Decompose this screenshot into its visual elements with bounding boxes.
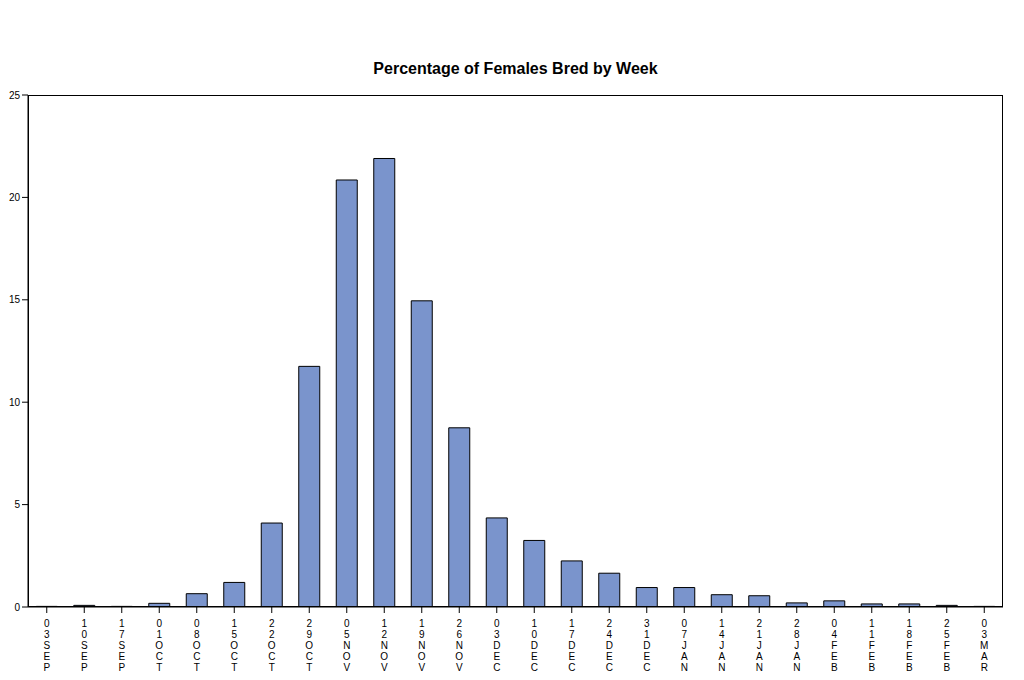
svg-text:15: 15 [9, 294, 21, 305]
svg-text:28JAN: 28JAN [793, 618, 800, 672]
svg-text:26NOV: 26NOV [455, 618, 463, 672]
svg-text:05NOV: 05NOV [343, 618, 351, 672]
svg-text:10: 10 [9, 397, 21, 408]
svg-text:22OCT: 22OCT [268, 618, 276, 672]
svg-text:15OCT: 15OCT [230, 618, 238, 672]
svg-text:07JAN: 07JAN [681, 618, 688, 672]
svg-text:31DEC: 31DEC [643, 618, 650, 672]
svg-text:11FEB: 11FEB [868, 618, 875, 672]
svg-text:04FEB: 04FEB [831, 618, 838, 672]
svg-text:03MAR: 03MAR [980, 618, 988, 672]
svg-text:14JAN: 14JAN [718, 618, 725, 672]
svg-text:24DEC: 24DEC [606, 618, 613, 672]
svg-text:12NOV: 12NOV [380, 618, 388, 672]
svg-text:18FEB: 18FEB [906, 618, 913, 672]
svg-text:17SEP: 17SEP [118, 618, 125, 672]
svg-text:5: 5 [14, 499, 20, 510]
svg-text:01OCT: 01OCT [155, 618, 163, 672]
svg-text:25FEB: 25FEB [943, 618, 950, 672]
svg-text:29OCT: 29OCT [305, 618, 313, 672]
svg-text:03DEC: 03DEC [493, 618, 500, 672]
svg-text:10SEP: 10SEP [81, 618, 88, 672]
svg-text:0: 0 [14, 602, 20, 613]
svg-text:03SEP: 03SEP [43, 618, 50, 672]
svg-text:19NOV: 19NOV [418, 618, 426, 672]
svg-text:25: 25 [9, 90, 21, 101]
svg-text:10DEC: 10DEC [531, 618, 538, 672]
svg-text:08OCT: 08OCT [193, 618, 201, 672]
svg-text:21JAN: 21JAN [756, 618, 763, 672]
svg-text:20: 20 [9, 192, 21, 203]
svg-text:17DEC: 17DEC [568, 618, 575, 672]
html-text:Percentage of Females Bred by: Percentage of Females Bred by Week [373, 60, 658, 77]
